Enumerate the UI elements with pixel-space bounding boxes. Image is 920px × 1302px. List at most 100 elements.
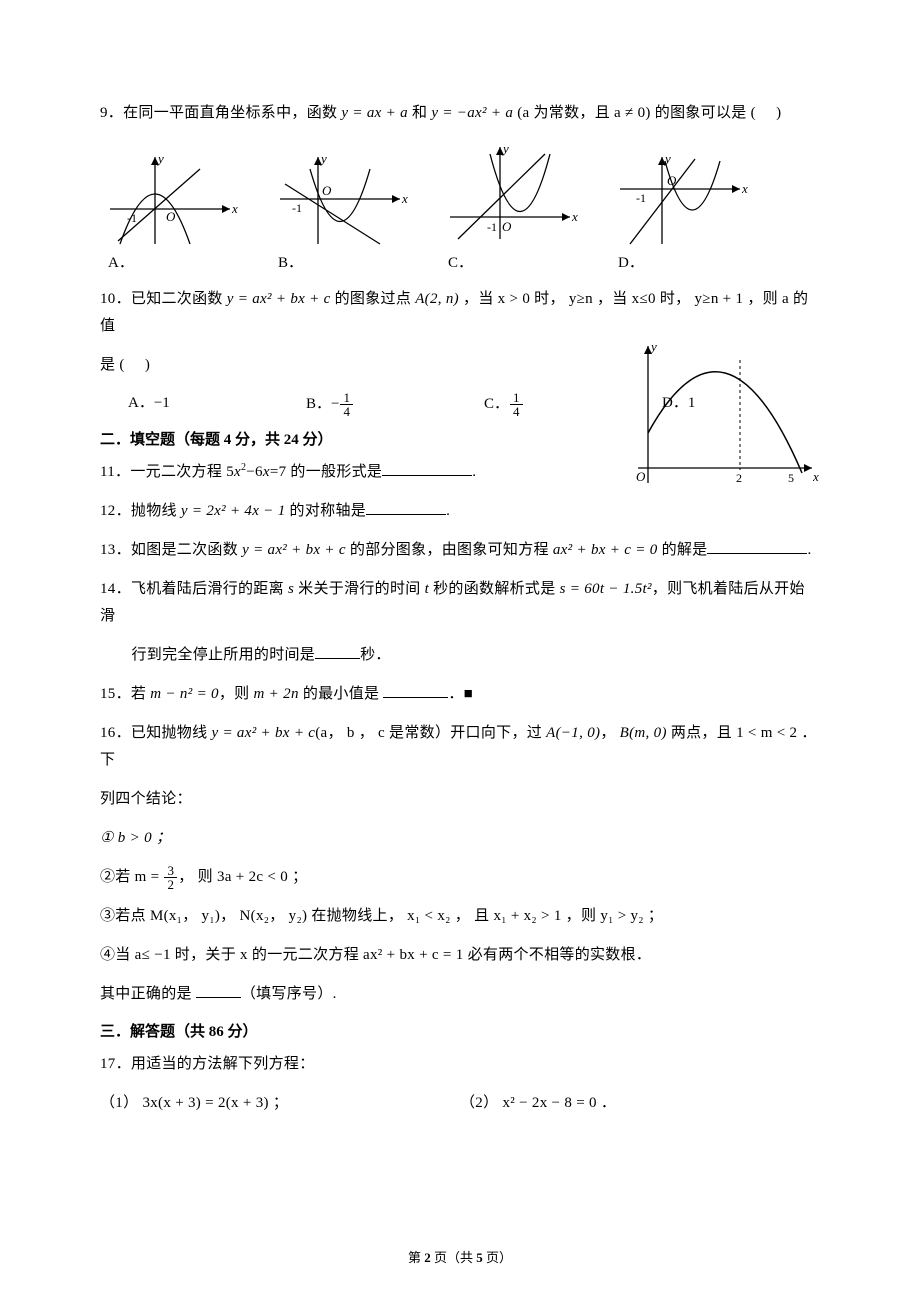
q13-eq1: y = ax² + bx + c xyxy=(242,542,346,558)
q16-i2-den: 2 xyxy=(164,878,177,891)
q16-blank xyxy=(196,984,241,999)
svg-text:x: x xyxy=(401,191,408,206)
q9-option-a: x y O -1 A． xyxy=(100,149,240,272)
q9-graph-d: x y O -1 xyxy=(610,149,750,249)
q9-option-b: x y O -1 B． xyxy=(270,149,410,272)
svg-text:O: O xyxy=(502,219,512,234)
q11-post: =7 的一般形式是 xyxy=(270,464,382,480)
q16-l5-post: （填写序号）. xyxy=(241,986,337,1002)
q9-option-d: x y O -1 D． xyxy=(610,149,750,272)
svg-text:y: y xyxy=(156,151,164,166)
q16-paren: (a， b ， c 是常数）开口向下，过 xyxy=(315,725,546,741)
q16-i2-pre: ②若 m = xyxy=(100,869,163,885)
q16-eq: y = ax² + bx + c xyxy=(211,725,315,741)
q9-mid: 和 xyxy=(412,105,431,121)
q13-end: . xyxy=(807,542,811,558)
q10-b-num: 1 xyxy=(340,391,353,405)
q12-end: . xyxy=(446,503,450,519)
q16-l2: 列四个结论： xyxy=(100,786,820,813)
q10-c-pre: C． xyxy=(484,396,509,412)
q10-opt-c: C．14 xyxy=(456,391,634,418)
section3-head: 三．解答题（共 86 分） xyxy=(100,1020,820,1041)
svg-text:O: O xyxy=(166,209,176,224)
q10-b-frac: 14 xyxy=(340,391,353,418)
q10-c-frac: 14 xyxy=(510,391,523,418)
q11-pre: 11．一元二次方程 5 xyxy=(100,464,234,480)
svg-text:y: y xyxy=(319,151,327,166)
q10-stem-l1: 10．已知二次函数 y = ax² + bx + c 的图象过点 A(2, n)… xyxy=(100,286,820,340)
q10-eq: y = ax² + bx + c xyxy=(227,291,331,307)
q16-pb: B(m, 0) xyxy=(620,725,667,741)
q9-label-c: C． xyxy=(448,251,473,272)
q10-c-num: 1 xyxy=(510,391,523,405)
q14-m1: 米关于滑行的时间 xyxy=(294,581,425,597)
q16-l5: 其中正确的是 （填写序号）. xyxy=(100,981,820,1008)
q14-l2: 行到完全停止所用的时间是秒． xyxy=(100,642,820,669)
q16-i2-frac: 32 xyxy=(164,864,177,891)
q11-blank xyxy=(382,462,472,477)
q15-blank xyxy=(383,684,448,699)
q10-opt-b: B．−14 xyxy=(278,391,456,418)
footer-pre: 第 xyxy=(408,1250,424,1265)
q12-pre: 12．抛物线 xyxy=(100,503,181,519)
q16-pre: 16．已知抛物线 xyxy=(100,725,211,741)
q9-eq2: y = −ax² + a xyxy=(431,105,513,121)
q17-a: （1） 3x(x + 3) = 2(x + 3) ； xyxy=(100,1090,460,1117)
svg-text:y: y xyxy=(649,339,657,354)
svg-text:y: y xyxy=(501,141,509,156)
q9-eq1: y = ax + a xyxy=(341,105,408,121)
q16-i3: ③若点 M(x₁， y₁)， N(x₂， y₂) 在抛物线上， x₁ < x₂ … xyxy=(100,903,820,930)
q10-opt-a: A．−1 xyxy=(100,391,278,418)
q10-pre: 10．已知二次函数 xyxy=(100,291,227,307)
q13-pre: 13．如图是二次函数 xyxy=(100,542,242,558)
q9-graph-c: x y -1 O xyxy=(440,139,580,249)
q15-post: 的最小值是 xyxy=(299,686,384,702)
q15-pre: 15．若 xyxy=(100,686,150,702)
q13-eq2: ax² + bx + c = 0 xyxy=(553,542,658,558)
q15-eq: m − n² = 0 xyxy=(150,686,219,702)
q9-option-c: x y -1 O C． xyxy=(440,139,580,272)
q15: 15．若 m − n² = 0，则 m + 2n 的最小值是 ．■ xyxy=(100,681,820,708)
q14-blank xyxy=(315,645,360,660)
q9-graph-b: x y O -1 xyxy=(270,149,410,249)
svg-text:-1: -1 xyxy=(487,220,497,234)
q16-i1: ① b > 0 ； xyxy=(100,825,820,852)
q16-i2: ②若 m = 32， 则 3a + 2c < 0 ； xyxy=(100,864,820,891)
q9-text-post: (a 为常数，且 a ≠ 0) 的图象可以是 ( ) xyxy=(517,105,781,121)
q13: 13．如图是二次函数 y = ax² + bx + c 的部分图象，由图象可知方… xyxy=(100,537,820,564)
footer-post: 页） xyxy=(483,1250,512,1265)
q16-i1-text: ① b > 0 ； xyxy=(100,830,171,846)
q10-c-den: 4 xyxy=(510,405,523,418)
q13-blank xyxy=(707,540,807,555)
q11-end: . xyxy=(472,464,476,480)
q14-l2-text: 行到完全停止所用的时间是 xyxy=(132,647,316,663)
svg-text:x: x xyxy=(231,201,238,216)
q16-l5-pre: 其中正确的是 xyxy=(100,986,196,1002)
q11-x2: x xyxy=(263,464,270,480)
q9-label-a: A． xyxy=(108,251,134,272)
q9-label-b: B． xyxy=(278,251,303,272)
q17-head: 17．用适当的方法解下列方程： xyxy=(100,1051,820,1078)
q14-m2: 秒的函数解析式是 xyxy=(429,581,560,597)
q15-end: ．■ xyxy=(448,686,473,702)
q16-i4: ④当 a≤ −1 时，关于 x 的一元二次方程 ax² + bx + c = 1… xyxy=(100,942,820,969)
page: 9．在同一平面直角坐标系中，函数 y = ax + a 和 y = −ax² +… xyxy=(0,0,920,1302)
svg-text:O: O xyxy=(322,183,332,198)
q9-options: x y O -1 A． x y O -1 B． xyxy=(100,139,820,272)
q11: 11．一元二次方程 5x2−6x=7 的一般形式是. xyxy=(100,459,820,486)
q9-graph-a: x y O -1 xyxy=(100,149,240,249)
q14-l1: 14．飞机着陆后滑行的距离 s 米关于滑行的时间 t 秒的函数解析式是 s = … xyxy=(100,576,820,630)
page-footer: 第 2 页（共 5 页） xyxy=(0,1247,920,1266)
q13-mid: 的部分图象，由图象可知方程 xyxy=(346,542,553,558)
q16-i2-num: 3 xyxy=(164,864,177,878)
q14-pre: 14．飞机着陆后滑行的距离 xyxy=(100,581,288,597)
q9-label-d: D． xyxy=(618,251,644,272)
q15-eq2: m + 2n xyxy=(254,686,299,702)
q11-x1: x xyxy=(234,464,241,480)
q16-l1: 16．已知抛物线 y = ax² + bx + c(a， b ， c 是常数）开… xyxy=(100,720,820,774)
q17-parts: （1） 3x(x + 3) = 2(x + 3) ； （2） x² − 2x −… xyxy=(100,1090,820,1129)
q9-text-pre: 9．在同一平面直角坐标系中，函数 xyxy=(100,105,341,121)
q10-point: A(2, n) xyxy=(415,291,459,307)
svg-text:x: x xyxy=(741,181,748,196)
q10-mid1: 的图象过点 xyxy=(335,291,416,307)
